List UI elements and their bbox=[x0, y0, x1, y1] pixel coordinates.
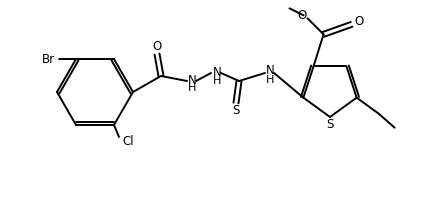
Text: O: O bbox=[152, 41, 162, 54]
Text: H: H bbox=[266, 75, 274, 85]
Text: N: N bbox=[187, 74, 196, 87]
Text: Cl: Cl bbox=[122, 135, 133, 148]
Text: S: S bbox=[233, 104, 240, 117]
Text: H: H bbox=[188, 83, 196, 93]
Text: N: N bbox=[266, 64, 275, 77]
Text: N: N bbox=[213, 66, 221, 79]
Text: O: O bbox=[354, 15, 363, 28]
Text: S: S bbox=[326, 118, 334, 132]
Text: O: O bbox=[297, 9, 306, 22]
Text: Br: Br bbox=[42, 53, 55, 66]
Text: H: H bbox=[213, 76, 221, 86]
